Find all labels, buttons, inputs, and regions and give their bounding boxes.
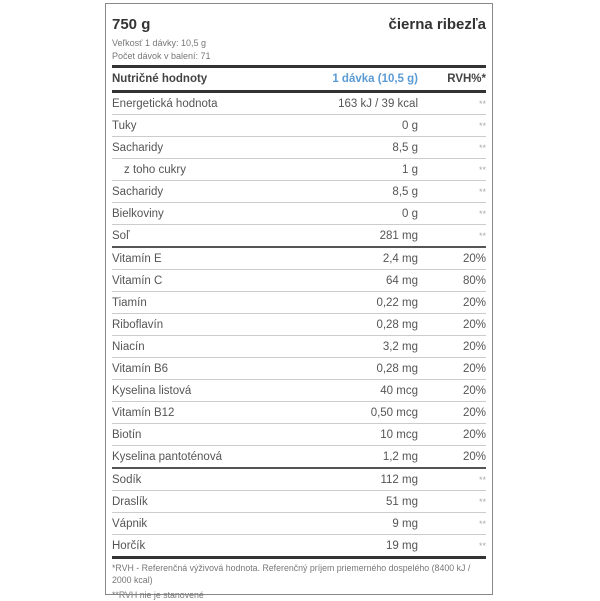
nutrient-name: Energetická hodnota xyxy=(112,97,218,110)
nutrient-value: 64 mg xyxy=(386,274,418,287)
nutrient-rvh: ** xyxy=(478,208,486,219)
nutrient-value: 0,28 mg xyxy=(376,362,418,375)
header-rvh: RVH%* xyxy=(447,73,486,85)
nutrient-rvh: ** xyxy=(478,540,486,551)
nutrient-rvh: ** xyxy=(478,474,486,485)
nutrient-rvh: 20% xyxy=(462,318,486,331)
nutrient-value: 1 g xyxy=(402,163,418,176)
table-row: Tiamín 0,22 mg 20% xyxy=(112,292,486,314)
nutrient-name: Draslík xyxy=(112,495,148,508)
table-row: Sodík 112 mg ** xyxy=(112,469,486,491)
nutrient-name: Sodík xyxy=(112,473,142,486)
table-row: z toho cukry 1 g ** xyxy=(112,159,486,181)
nutrient-name: Tiamín xyxy=(112,296,147,309)
nutrient-value: 19 mg xyxy=(386,539,418,552)
nutrient-name: Bielkoviny xyxy=(112,207,164,220)
nutrient-name: Horčík xyxy=(112,539,146,552)
nutrient-name: Soľ xyxy=(112,229,130,242)
nutrient-value: 10 mcg xyxy=(380,428,418,441)
nutrition-label: 750 g čierna ribezľa Veľkosť 1 dávky: 10… xyxy=(105,3,493,600)
nutrient-name: z toho cukry xyxy=(124,163,186,176)
header-nutrients: Nutričné hodnoty xyxy=(112,73,208,85)
nutrient-value: 112 mg xyxy=(380,473,418,486)
table-row: Riboflavín 0,28 mg 20% xyxy=(112,314,486,336)
footnote-not-set: **RVH nie je stanovené xyxy=(112,590,204,600)
nutrient-rvh: 20% xyxy=(462,252,486,265)
table-row: Vápnik 9 mg ** xyxy=(112,513,486,535)
nutrient-name: Vitamín C xyxy=(112,274,163,287)
nutrient-rvh: ** xyxy=(478,186,486,197)
nutrient-value: 0,50 mcg xyxy=(370,406,418,419)
table-row: Draslík 51 mg ** xyxy=(112,491,486,513)
table-row: Vitamín B12 0,50 mcg 20% xyxy=(112,402,486,424)
nutrient-value: 163 kJ / 39 kcal xyxy=(338,97,418,110)
nutrient-name: Vitamín B12 xyxy=(112,406,175,419)
nutrient-value: 281 mg xyxy=(379,229,418,242)
table-row: Vitamín C 64 mg 80% xyxy=(112,270,486,292)
nutrient-value: 0,22 mg xyxy=(376,296,418,309)
nutrient-value: 0 g xyxy=(402,119,418,132)
table-row: Sacharidy 8,5 g ** xyxy=(112,137,486,159)
nutrient-rvh: ** xyxy=(478,164,486,175)
nutrient-rvh: ** xyxy=(478,120,486,131)
nutrient-rvh: 80% xyxy=(462,274,486,287)
nutrient-value: 8,5 g xyxy=(392,185,418,198)
nutrient-value: 2,4 mg xyxy=(382,252,418,265)
table-row: Kyselina pantoténová 1,2 mg 20% xyxy=(112,446,486,469)
nutrient-rvh: 20% xyxy=(462,296,486,309)
nutrient-name: Vitamín B6 xyxy=(112,362,169,375)
table-header: Nutričné hodnoty 1 dávka (10,5 g) RVH%* xyxy=(112,68,486,93)
serving-size: Veľkosť 1 dávky: 10,5 g xyxy=(112,38,207,48)
nutrient-rvh: ** xyxy=(478,518,486,529)
nutrient-value: 51 mg xyxy=(386,495,418,508)
nutrient-rvh: ** xyxy=(478,142,486,153)
nutrient-rvh: ** xyxy=(478,98,486,109)
nutrient-value: 9 mg xyxy=(392,517,418,530)
nutrient-value: 0,28 mg xyxy=(376,318,418,331)
flavor: čierna ribezľa xyxy=(388,16,487,33)
divider xyxy=(112,65,486,68)
nutrient-value: 0 g xyxy=(402,207,418,220)
nutrient-name: Tuky xyxy=(112,119,137,132)
servings-per-package: Počet dávok v balení: 71 xyxy=(112,51,211,61)
nutrient-name: Niacín xyxy=(112,340,145,353)
nutrition-rows: Energetická hodnota 163 kJ / 39 kcal ** Tuk… xyxy=(112,93,486,559)
table-row: Sacharidy 8,5 g ** xyxy=(112,181,486,203)
nutrient-value: 3,2 mg xyxy=(382,340,418,353)
table-row: Bielkoviny 0 g ** xyxy=(112,203,486,225)
nutrient-value: 1,2 mg xyxy=(382,450,418,463)
nutrient-name: Vápnik xyxy=(112,517,148,530)
nutrient-name: Biotín xyxy=(112,428,142,441)
nutrient-rvh: 20% xyxy=(462,406,486,419)
footnote-rvh: *RVH - Referenčná výživová hodnota. Refe… xyxy=(112,563,471,585)
nutrient-rvh: 20% xyxy=(462,450,486,463)
nutrient-rvh: ** xyxy=(478,496,486,507)
nutrient-rvh: ** xyxy=(478,230,486,241)
table-row: Vitamín E 2,4 mg 20% xyxy=(112,248,486,270)
nutrient-value: 8,5 g xyxy=(392,141,418,154)
nutrient-name: Kyselina listová xyxy=(112,384,192,397)
label-top: 750 g čierna ribezľa xyxy=(112,16,486,33)
table-row: Soľ 281 mg ** xyxy=(112,225,486,248)
nutrient-name: Kyselina pantoténová xyxy=(112,450,222,463)
table-row: Horčík 19 mg ** xyxy=(112,535,486,559)
nutrient-rvh: 20% xyxy=(462,362,486,375)
nutrient-rvh: 20% xyxy=(462,428,486,441)
nutrient-rvh: 20% xyxy=(462,384,486,397)
header-per-serving: 1 dávka (10,5 g) xyxy=(332,73,418,85)
table-row: Kyselina listová 40 mcg 20% xyxy=(112,380,486,402)
nutrient-rvh: 20% xyxy=(462,340,486,353)
table-row: Energetická hodnota 163 kJ / 39 kcal ** xyxy=(112,93,486,115)
nutrient-name: Vitamín E xyxy=(112,252,162,265)
table-row: Niacín 3,2 mg 20% xyxy=(112,336,486,358)
nutrient-name: Sacharidy xyxy=(112,141,164,154)
nutrient-name: Riboflavín xyxy=(112,318,164,331)
nutrient-name: Sacharidy xyxy=(112,185,164,198)
table-row: Biotín 10 mcg 20% xyxy=(112,424,486,446)
package-weight: 750 g xyxy=(112,16,151,33)
table-row: Tuky 0 g ** xyxy=(112,115,486,137)
table-row: Vitamín B6 0,28 mg 20% xyxy=(112,358,486,380)
nutrient-value: 40 mcg xyxy=(380,384,418,397)
